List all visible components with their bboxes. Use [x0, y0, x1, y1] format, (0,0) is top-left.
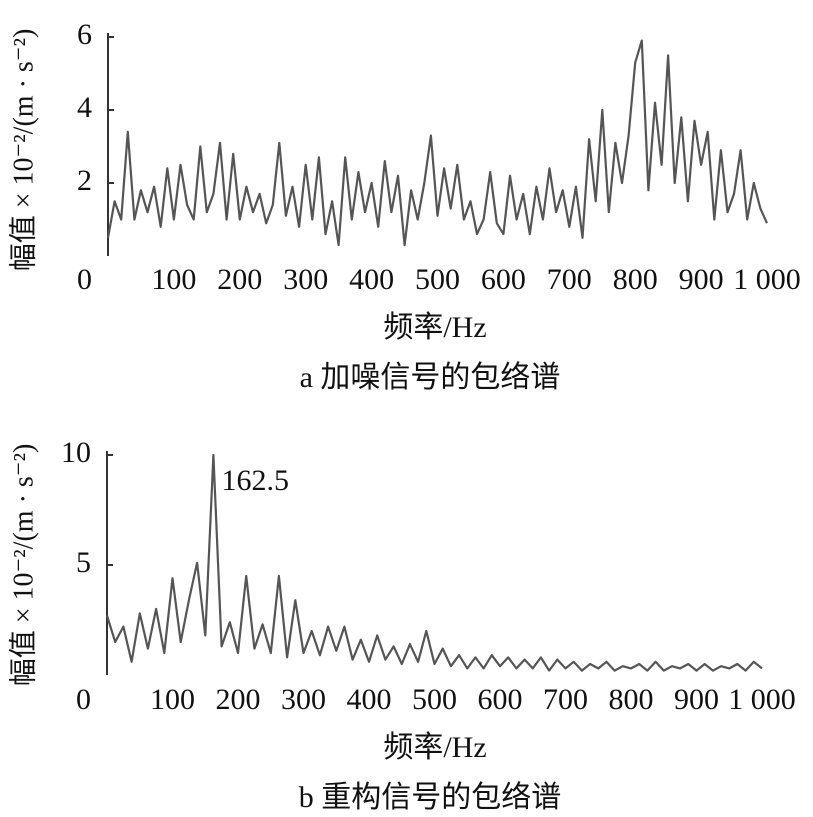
- x-axis-label: 频率/Hz: [383, 311, 486, 344]
- y-axis-label: 幅值 × 10⁻²/(m · s⁻²): [7, 444, 39, 687]
- x-tick-label: 0: [77, 263, 92, 296]
- x-tick-label: 700: [547, 263, 592, 296]
- x-tick-label: 400: [347, 683, 392, 716]
- y-axis-label: 幅值 × 10⁻²/(m · s⁻²): [7, 29, 39, 272]
- x-tick-label: 0: [76, 683, 91, 716]
- x-tick-label: 200: [217, 263, 262, 296]
- x-tick-label: 200: [216, 683, 261, 716]
- annotation: 162.5: [221, 464, 289, 497]
- x-tick-label: 400: [349, 263, 394, 296]
- caption: b 重构信号的包络谱: [299, 781, 562, 814]
- x-tick-label: 1 000: [728, 683, 796, 716]
- x-axis-label: 频率/Hz: [383, 731, 486, 764]
- x-tick-label: 500: [412, 683, 457, 716]
- x-tick-label: 300: [283, 263, 328, 296]
- x-tick-label: 300: [281, 683, 326, 716]
- x-tick-label: 600: [481, 263, 526, 296]
- y-tick-label: 2: [77, 164, 92, 197]
- x-tick-label: 100: [150, 683, 195, 716]
- y-tick-label: 6: [77, 18, 92, 51]
- x-tick-label: 900: [674, 683, 719, 716]
- caption: a 加噪信号的包络谱: [300, 361, 561, 394]
- data-line: [105, 453, 763, 672]
- y-tick-label: 10: [61, 436, 91, 469]
- x-tick-label: 900: [679, 263, 724, 296]
- x-tick-label: 800: [609, 683, 654, 716]
- x-tick-label: 100: [151, 263, 196, 296]
- data-line: [106, 39, 769, 247]
- x-tick-label: 1 000: [733, 263, 801, 296]
- x-tick-label: 500: [415, 263, 460, 296]
- x-tick-label: 800: [613, 263, 658, 296]
- x-tick-label: 600: [478, 683, 523, 716]
- x-tick-label: 700: [543, 683, 588, 716]
- y-tick-label: 5: [76, 546, 91, 579]
- y-tick-label: 4: [77, 91, 92, 124]
